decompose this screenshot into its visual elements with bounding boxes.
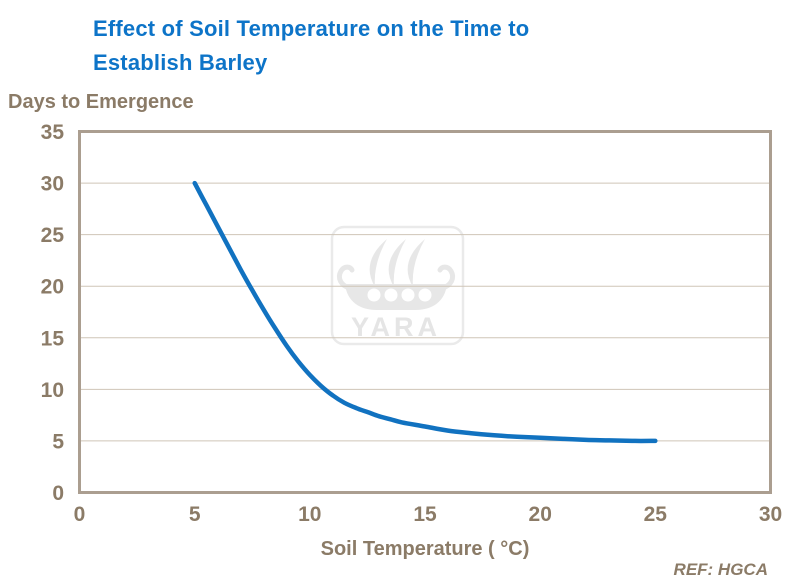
y-tick-label: 10: [41, 379, 64, 402]
x-tick-label: 10: [298, 503, 321, 526]
x-axis-tick-labels: 0 5 10 15 20 25 30: [74, 503, 783, 526]
y-axis-tick-labels: 0 5 10 15 20 25 30 35: [41, 121, 65, 505]
y-tick-label: 0: [52, 482, 64, 505]
x-tick-label: 25: [644, 503, 668, 526]
x-tick-label: 30: [759, 503, 782, 526]
chart-title-line2: Establish Barley: [93, 50, 268, 75]
x-tick-label: 15: [413, 503, 437, 526]
yara-watermark: YARA: [330, 225, 465, 346]
watermark-text: YARA: [351, 312, 441, 342]
barley-emergence-line: [192, 180, 658, 444]
x-tick-label: 5: [189, 503, 201, 526]
y-tick-label: 15: [41, 327, 65, 350]
x-axis-title: Soil Temperature ( °C): [320, 538, 530, 560]
chart-title: Effect of Soil Temperature on the Time t…: [93, 12, 529, 80]
y-axis-title: Days to Emergence: [8, 91, 194, 113]
viking-ship-icon: [336, 239, 456, 310]
y-tick-label: 35: [41, 121, 65, 144]
x-tick-label: 0: [74, 503, 86, 526]
chart-title-line1: Effect of Soil Temperature on the Time t…: [93, 16, 530, 41]
reference-label: REF: HGCA: [673, 560, 768, 579]
x-tick-label: 20: [529, 503, 552, 526]
watermark-border: [330, 225, 465, 346]
y-tick-label: 20: [41, 276, 64, 299]
y-tick-label: 5: [52, 430, 64, 453]
y-tick-label: 30: [41, 173, 64, 196]
y-tick-label: 25: [41, 224, 65, 247]
plot-frame: [78, 130, 772, 494]
